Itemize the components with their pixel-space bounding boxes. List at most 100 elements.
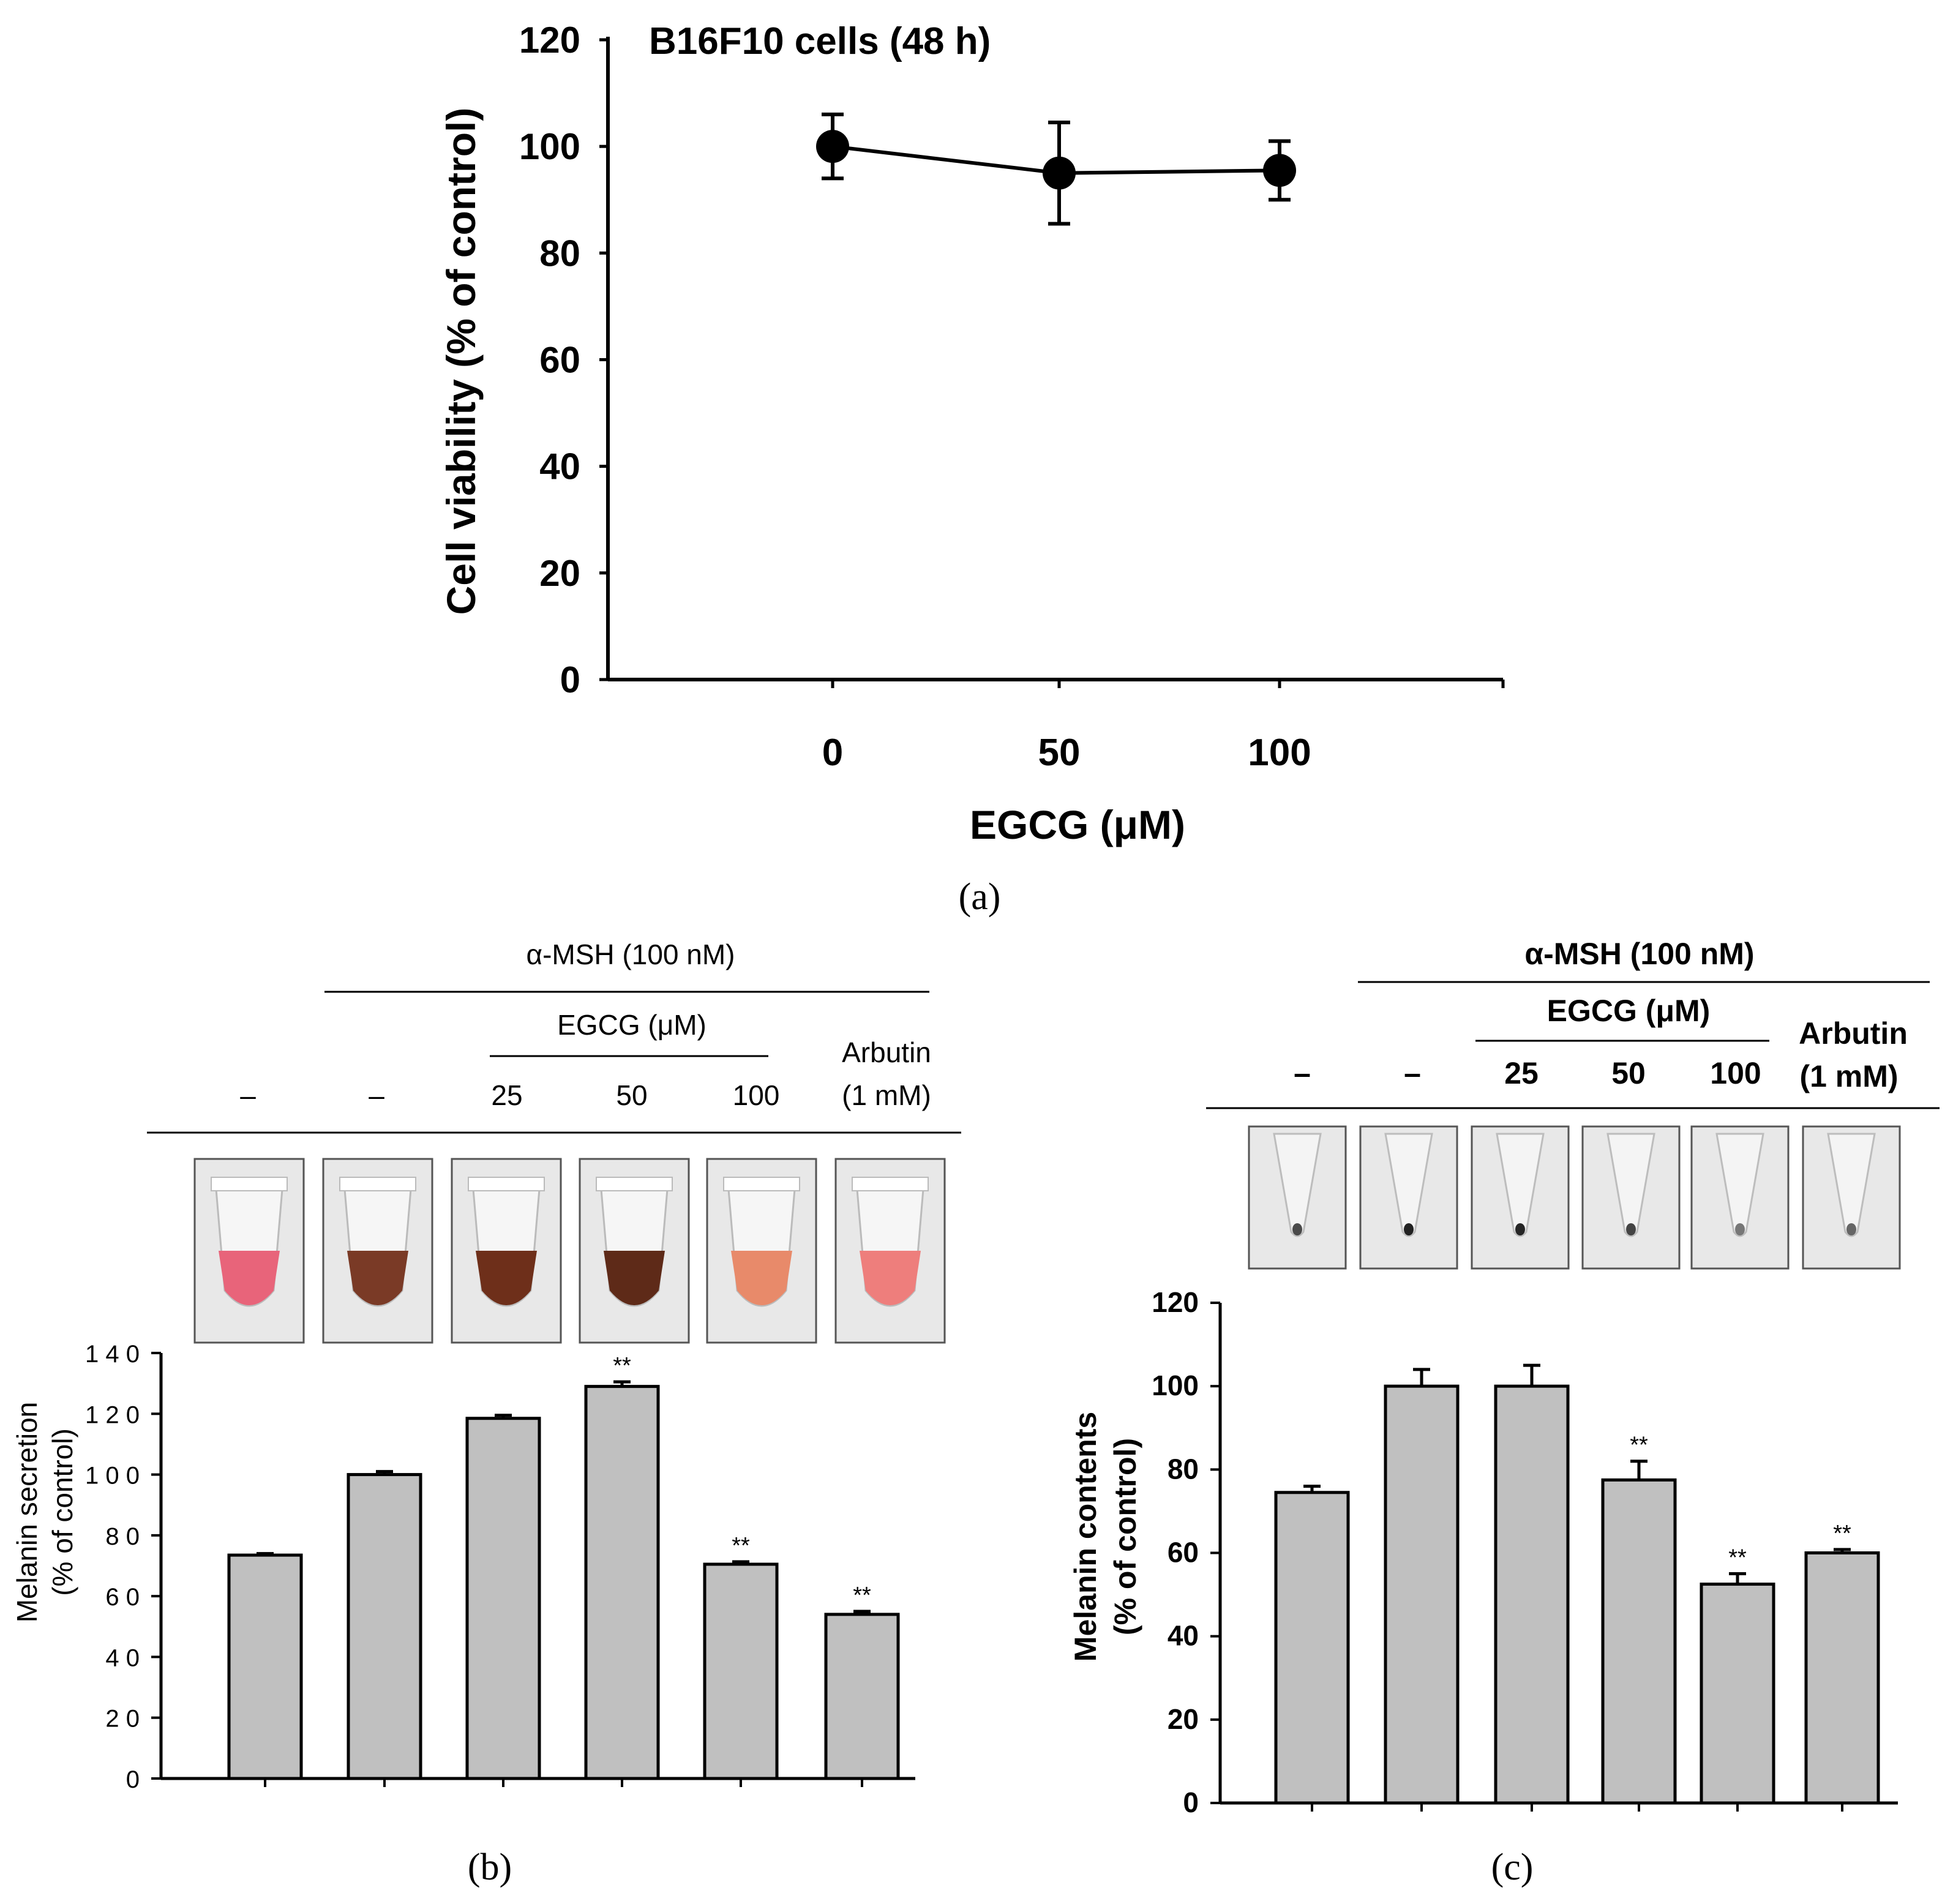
panel-c-y-tick-label: 60: [1168, 1537, 1199, 1569]
panel-c-bar: [1384, 1384, 1460, 1805]
panel-a-y-tick-label: 20: [539, 553, 580, 594]
panel-b-header-label: α-MSH (100 nM): [527, 939, 735, 970]
panel-b-category-label: 50: [616, 1079, 647, 1111]
panel-c-bar: [1700, 1583, 1775, 1805]
panel-b-y-axis-label-line1: Melanin secretion: [11, 1402, 43, 1623]
panel-c-header-label: α-MSH (100 nM): [1524, 937, 1754, 971]
panel-a-cell-viability-chart: B16F10 cells (48 h) Cell viability (% of…: [438, 20, 1505, 918]
panel-b-tube-liquid: [219, 1251, 280, 1305]
panel-c-tube-pellet: [1515, 1223, 1525, 1235]
panel-c-bar: [1274, 1491, 1350, 1805]
panel-b-tube-cap: [468, 1177, 545, 1191]
panel-a-x-tick-label: 100: [1248, 732, 1311, 774]
panel-c-tube-pellet: [1292, 1223, 1302, 1235]
panel-b-category-label: –: [240, 1079, 256, 1111]
panel-a-y-ticks: 0 20 40 60 80 100 120: [519, 20, 608, 700]
panel-c-tube-body: [1827, 1133, 1876, 1237]
panel-c-y-axis-label-line1: Melanin contents: [1068, 1412, 1103, 1662]
panel-b-tube-photo: [834, 1158, 946, 1344]
panel-b-subheader-label: EGCG (μM): [557, 1009, 707, 1041]
panel-c-arbutin-label: Arbutin: [1799, 1016, 1908, 1051]
panel-c-arbutin-dose-label: (1 mM): [1799, 1059, 1898, 1093]
panel-c-tube-photo: [1802, 1125, 1901, 1270]
panel-b-bar: [824, 1613, 900, 1780]
panel-a-y-tick-label: 100: [519, 126, 580, 167]
panel-b-category-label: –: [369, 1079, 384, 1111]
panel-b-bar: [703, 1562, 779, 1780]
panel-b-tube-photo: [706, 1158, 817, 1344]
panel-c-y-tick-label: 100: [1152, 1370, 1199, 1401]
panel-c-significance-marker: **: [1833, 1521, 1851, 1546]
panel-c-melanin-contents-chart: α-MSH (100 nM) EGCG (μM) – – 25 50 100 Arbut…: [1068, 937, 1940, 1888]
panel-a-y-tick-label: 80: [539, 233, 580, 274]
panel-c-subheader-label: EGCG (μM): [1547, 994, 1711, 1028]
panel-b-tube-photo: [322, 1158, 433, 1344]
panel-b-tube-cap: [596, 1177, 673, 1191]
panel-c-tube-photos: [1248, 1125, 1901, 1270]
panel-a-x-tick-label: 0: [822, 732, 843, 774]
panel-c-tube-photo: [1690, 1125, 1790, 1270]
panel-c-y-tick-label: 120: [1152, 1286, 1199, 1318]
panel-a-title: B16F10 cells (48 h): [649, 20, 991, 62]
panel-b-y-tick-label: 2 0: [105, 1706, 140, 1733]
panel-a-data-point: [1263, 154, 1296, 187]
panel-c-category-label: 100: [1710, 1056, 1761, 1090]
panel-c-tube-pellet: [1735, 1223, 1745, 1235]
panel-c-tube-body: [1273, 1133, 1322, 1237]
panel-c-y-tick-label: 0: [1183, 1786, 1199, 1818]
panel-b-label: (b): [468, 1846, 512, 1888]
panel-b-significance-marker: **: [853, 1583, 871, 1608]
panel-b-tube-liquid: [347, 1251, 408, 1305]
panel-a-y-tick-label: 0: [560, 659, 580, 700]
panel-a-data-point: [1043, 156, 1076, 190]
panel-c-bar: [1804, 1551, 1880, 1805]
panel-b-y-axis-label-line2: (% of control): [47, 1428, 78, 1596]
panel-c-significance-marker: **: [1728, 1545, 1747, 1571]
panel-b-tube-photos: [193, 1158, 946, 1344]
panel-c-y-tick-label: 40: [1168, 1620, 1199, 1652]
panel-b-significance-marker: **: [732, 1533, 750, 1559]
panel-c-tube-pellet: [1626, 1223, 1636, 1235]
panel-c-bar: [1494, 1384, 1570, 1805]
panel-b-y-tick-label: 1 0 0: [85, 1463, 140, 1490]
panel-a-axes: [606, 37, 1503, 681]
panel-b-bar: [465, 1417, 541, 1780]
panel-b-bars: ** ** **: [227, 1353, 900, 1787]
panel-c-category-labels: – – 25 50 100: [1294, 1056, 1761, 1090]
panel-b-tube-cap: [852, 1177, 929, 1191]
panel-c-category-label: –: [1404, 1056, 1421, 1090]
panel-b-arbutin-dose-label: (1 mM): [842, 1079, 931, 1111]
panel-c-y-tick-label: 80: [1168, 1453, 1199, 1485]
panel-a-series-line: [816, 112, 1296, 226]
panel-b-y-tick-label: 1 2 0: [85, 1401, 140, 1428]
panel-c-tube-body: [1606, 1133, 1655, 1237]
panel-b-y-ticks: 0 2 0 4 0 6 0 8 0 1 0 0 1 2 0 1 4 0: [85, 1341, 161, 1793]
panel-c-category-label: 50: [1611, 1056, 1646, 1090]
panel-a-y-tick-label: 40: [539, 446, 580, 487]
panel-b-bar: [347, 1473, 422, 1780]
panel-c-bars: ** ** **: [1274, 1363, 1880, 1812]
panel-c-label: (c): [1491, 1846, 1534, 1888]
panel-b-y-tick-label: 8 0: [105, 1523, 140, 1550]
panel-c-tube-pellet: [1846, 1223, 1856, 1235]
panel-b-tube-photo: [579, 1158, 690, 1344]
panel-b-tube-liquid: [731, 1251, 792, 1305]
panel-a-x-axis-label: EGCG (μM): [970, 802, 1185, 847]
panel-b-tube-photo: [451, 1158, 562, 1344]
panel-b-category-label: 25: [491, 1079, 522, 1111]
panel-c-tube-body: [1715, 1133, 1764, 1237]
panel-b-category-label: 100: [733, 1079, 780, 1111]
panel-c-tube-body: [1496, 1133, 1545, 1237]
panel-c-y-tick-label: 20: [1168, 1703, 1199, 1735]
panel-b-tube-cap: [723, 1177, 800, 1191]
panel-c-category-label: 25: [1504, 1056, 1539, 1090]
panel-c-category-label: –: [1294, 1056, 1311, 1090]
panel-a-y-tick-label: 120: [519, 20, 580, 61]
panel-b-y-tick-label: 0: [126, 1766, 140, 1793]
panel-b-category-labels: – – 25 50 100: [240, 1079, 779, 1111]
panel-c-tube-photo: [1248, 1125, 1347, 1270]
panel-b-tube-cap: [339, 1177, 416, 1191]
panel-b-melanin-secretion-chart: α-MSH (100 nM) EGCG (μM) – – 25 50 100 Arbut…: [11, 939, 961, 1888]
panel-b-significance-marker: **: [613, 1353, 631, 1379]
